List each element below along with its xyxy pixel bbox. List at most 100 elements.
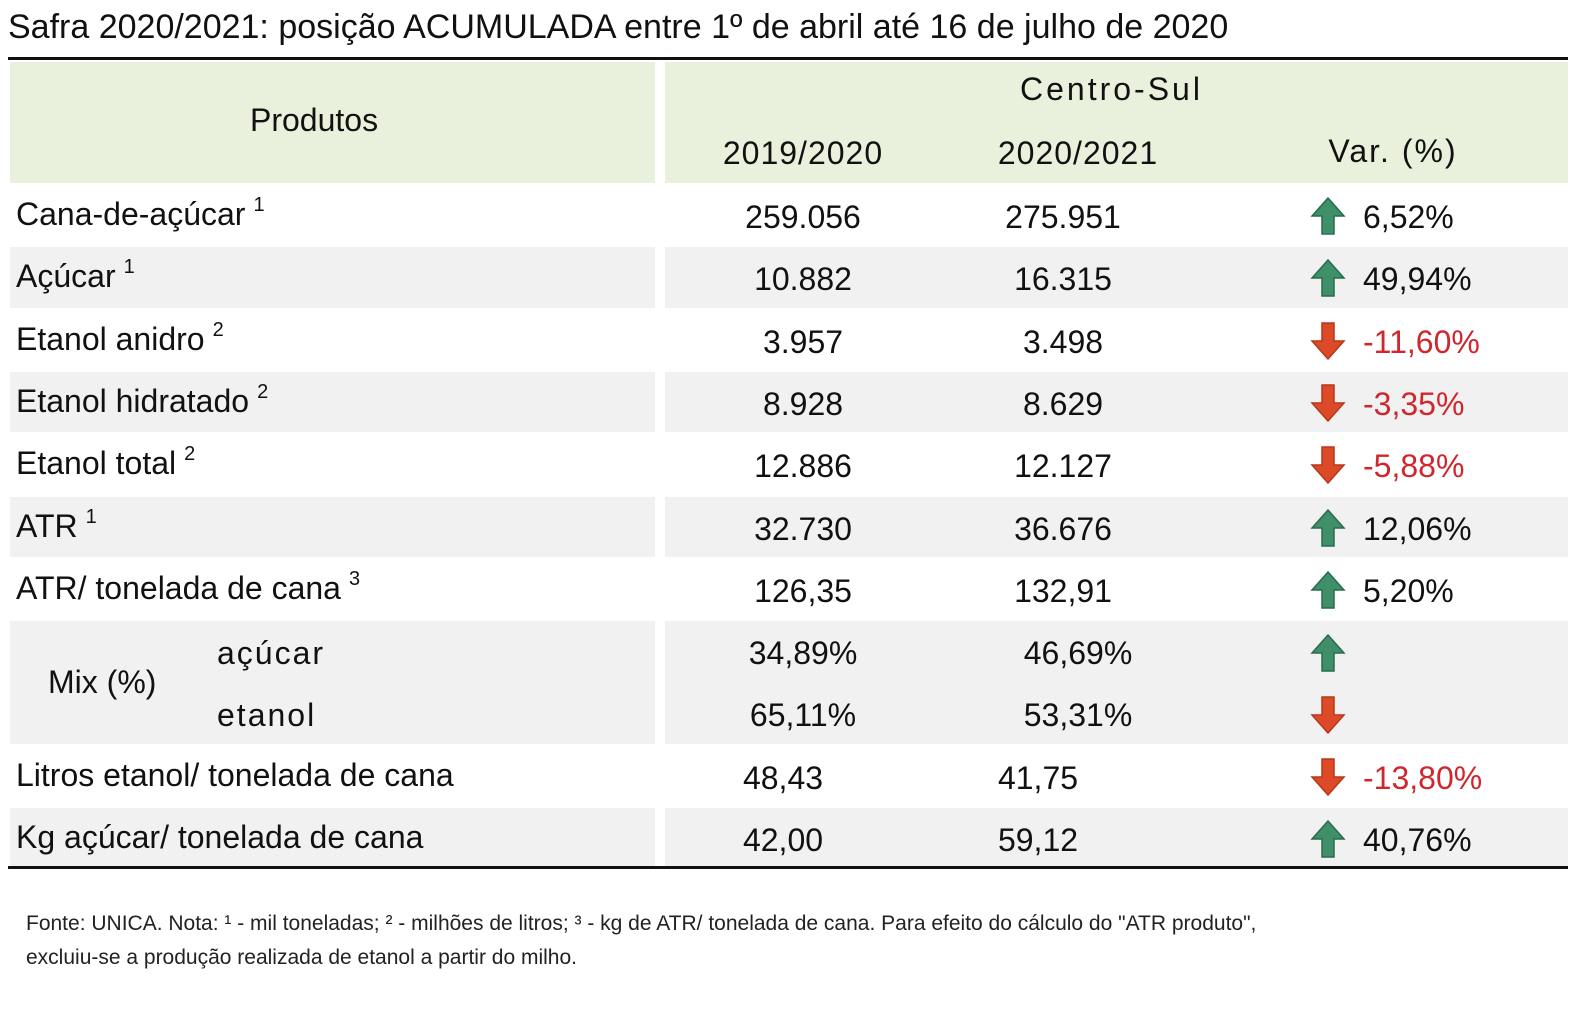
arrow-shape xyxy=(1310,446,1346,485)
arrow-down xyxy=(1310,696,1346,735)
footnote-ref: 2 xyxy=(184,443,196,466)
cell-value: 12.886 xyxy=(754,448,852,485)
footer-line: Fonte: UNICA. Nota: ¹ - mil toneladas; ²… xyxy=(26,912,1257,935)
header-column: 2019/2020 xyxy=(722,135,884,171)
row-label: Etanol hidratado 2 xyxy=(16,381,268,426)
variation: 40,76% xyxy=(1363,822,1472,858)
header-column: Var. (%) xyxy=(1328,133,1458,169)
variation: 12,06% xyxy=(1363,510,1472,547)
cell-value: 16.315 xyxy=(1014,261,1112,298)
cell-value: 132,91 xyxy=(1014,572,1112,609)
row-bg xyxy=(10,496,655,557)
arrow-shape xyxy=(1310,757,1346,796)
row-label-text: ATR/ tonelada de cana xyxy=(16,569,341,606)
top-rule xyxy=(8,57,1568,60)
row-label: Açúcar 1 xyxy=(16,256,135,301)
variation: -13,80% xyxy=(1363,759,1483,796)
variation: -11,60% xyxy=(1363,323,1480,360)
footnote-ref: 2 xyxy=(212,318,224,341)
arrow-up xyxy=(1310,508,1346,547)
cell-value: 65,11% xyxy=(749,697,857,734)
cell-value: 46,69% xyxy=(1023,635,1133,672)
cell-value: 34,89% xyxy=(748,635,858,672)
bottom-rule xyxy=(8,866,1568,869)
row-label-text: Etanol hidratado xyxy=(16,382,250,419)
cell-value: 42,00 xyxy=(742,822,824,858)
row-label: ATR 1 xyxy=(16,506,97,551)
arrow-up xyxy=(1310,570,1346,609)
title: Safra 2020/2021: posição ACUMULADA entre… xyxy=(8,8,1229,46)
cell-value: 36.676 xyxy=(1014,510,1112,547)
cell-value: 275.951 xyxy=(1005,199,1121,235)
arrow-up xyxy=(1310,259,1346,298)
variation: 49,94% xyxy=(1363,261,1472,298)
arrow-up xyxy=(1310,819,1346,858)
row-label-text: Açúcar xyxy=(16,258,116,295)
cell-value: 8.629 xyxy=(1022,385,1104,422)
row-bg xyxy=(10,808,655,869)
arrow-shape xyxy=(1310,384,1346,423)
row-bg xyxy=(665,621,1568,744)
cell-value: 259.056 xyxy=(745,199,861,235)
row-bg xyxy=(665,496,1568,557)
header-cell xyxy=(10,62,655,183)
header-column: 2020/2021 xyxy=(997,135,1159,171)
cell-value: 41,75 xyxy=(997,759,1079,796)
footer-line: excluiu-se a produção realizada de etano… xyxy=(26,946,577,969)
cell-value: 10.882 xyxy=(754,261,852,298)
arrow-shape xyxy=(1310,196,1346,235)
arrow-shape xyxy=(1310,259,1346,298)
arrow-down xyxy=(1310,446,1346,485)
arrow-up xyxy=(1310,196,1346,235)
row-label-text: Kg açúcar/ tonelada de cana xyxy=(16,819,424,855)
arrow-shape xyxy=(1310,570,1346,609)
footnote-ref: 1 xyxy=(85,505,97,528)
cell-value: 32.730 xyxy=(754,510,852,547)
row-label-text: ATR xyxy=(16,507,78,544)
variation: 5,20% xyxy=(1363,572,1454,609)
cell-value: 3.498 xyxy=(1022,323,1104,360)
sub-label: etanol xyxy=(217,697,317,734)
header-products: Produtos xyxy=(250,102,379,138)
row-label-text: Cana-de-açúcar xyxy=(16,196,246,232)
arrow-down xyxy=(1310,321,1346,360)
arrow-up xyxy=(1310,633,1346,672)
cell-value: 53,31% xyxy=(1023,697,1133,734)
footnote-ref: 1 xyxy=(253,194,265,216)
footnote-ref: 2 xyxy=(257,380,269,403)
row-label: Etanol anidro 2 xyxy=(16,319,224,364)
row-label: Kg açúcar/ tonelada de cana xyxy=(16,817,423,857)
row-label: Cana-de-açúcar 1 xyxy=(16,194,265,239)
cell-value: 3.957 xyxy=(762,323,844,360)
variation: -5,88% xyxy=(1363,448,1465,485)
arrow-shape xyxy=(1310,696,1346,735)
row-label-text: Etanol total xyxy=(16,445,177,482)
row-label: Etanol total 2 xyxy=(16,443,195,488)
row-label: ATR/ tonelada de cana 3 xyxy=(16,568,360,613)
variation: -3,35% xyxy=(1363,385,1465,422)
cell-value: 59,12 xyxy=(997,822,1079,858)
row-bg xyxy=(10,621,655,744)
arrow-shape xyxy=(1310,819,1346,858)
sub-label: açúcar xyxy=(217,635,326,672)
row-bg xyxy=(665,808,1568,869)
arrow-down xyxy=(1310,384,1346,423)
footnote-ref: 1 xyxy=(123,256,135,279)
row-label: Litros etanol/ tonelada de cana xyxy=(16,755,454,795)
variation: 6,52% xyxy=(1363,199,1454,235)
row-bg xyxy=(10,247,655,308)
cell-value: 8.928 xyxy=(762,385,844,422)
row-label-text: Litros etanol/ tonelada de cana xyxy=(16,756,454,793)
arrow-shape xyxy=(1310,633,1346,672)
row-bg xyxy=(10,371,655,433)
header-cell xyxy=(665,62,1568,183)
cell-value: 48,43 xyxy=(742,759,824,796)
cell-value: 12.127 xyxy=(1014,448,1112,485)
row-bg xyxy=(665,247,1568,308)
arrow-shape xyxy=(1310,508,1346,547)
group-label: Mix (%) xyxy=(48,664,157,701)
cell-value: 126,35 xyxy=(754,572,852,609)
footnote-ref: 3 xyxy=(348,567,361,590)
header-region: Centro-Sul xyxy=(1020,71,1203,107)
